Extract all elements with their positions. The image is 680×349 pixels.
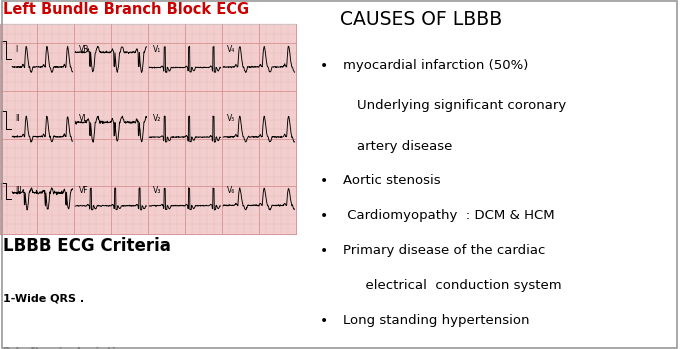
Text: LBBB ECG Criteria: LBBB ECG Criteria (3, 237, 171, 255)
Text: Cardiomyopathy  : DCM & HCM: Cardiomyopathy : DCM & HCM (343, 209, 555, 222)
Text: electrical  conduction system: electrical conduction system (357, 279, 562, 292)
Text: V₃: V₃ (152, 186, 161, 195)
Text: V₆: V₆ (226, 186, 235, 195)
Text: 2-Left axis deviation .: 2-Left axis deviation . (3, 347, 140, 349)
Text: VL: VL (79, 114, 88, 124)
Text: I: I (16, 45, 18, 54)
Text: Left Bundle Branch Block ECG: Left Bundle Branch Block ECG (3, 2, 250, 17)
Text: V₄: V₄ (226, 45, 235, 54)
FancyBboxPatch shape (0, 24, 296, 234)
Text: V₅: V₅ (226, 114, 235, 124)
Text: myocardial infarction (50%): myocardial infarction (50%) (343, 59, 529, 72)
Text: VR: VR (79, 45, 89, 54)
Text: •: • (320, 174, 328, 188)
Text: Primary disease of the cardiac: Primary disease of the cardiac (343, 244, 546, 257)
Text: Long standing hypertension: Long standing hypertension (343, 314, 530, 327)
Text: III: III (16, 186, 22, 195)
Text: •: • (320, 209, 328, 223)
Text: Aortic stenosis: Aortic stenosis (343, 174, 441, 187)
Text: •: • (320, 314, 328, 328)
Text: artery disease: artery disease (357, 140, 452, 153)
Text: •: • (320, 244, 328, 258)
Text: CAUSES OF LBBB: CAUSES OF LBBB (340, 10, 503, 29)
Text: V₁: V₁ (152, 45, 161, 54)
Text: V₂: V₂ (152, 114, 161, 124)
Text: II: II (16, 114, 20, 124)
Text: 1-Wide QRS .: 1-Wide QRS . (3, 293, 84, 303)
Text: •: • (320, 59, 328, 73)
Text: Underlying significant coronary: Underlying significant coronary (357, 99, 566, 112)
Text: VF: VF (79, 186, 88, 195)
